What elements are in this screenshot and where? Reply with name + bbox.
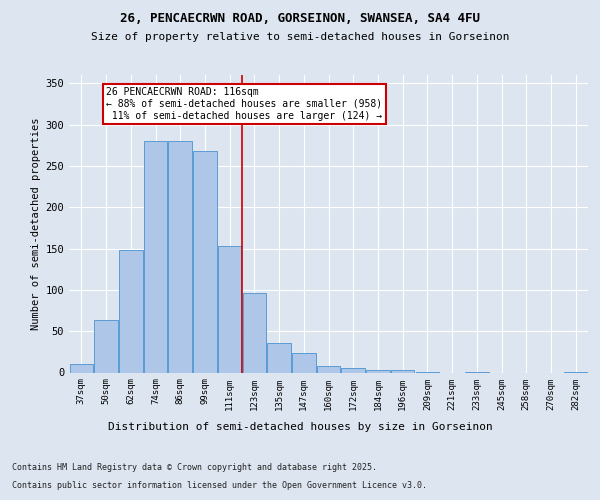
Text: Contains HM Land Registry data © Crown copyright and database right 2025.: Contains HM Land Registry data © Crown c… [12,462,377,471]
Text: Contains public sector information licensed under the Open Government Licence v3: Contains public sector information licen… [12,481,427,490]
Text: Distribution of semi-detached houses by size in Gorseinon: Distribution of semi-detached houses by … [107,422,493,432]
Bar [70,364,93,372]
Text: Size of property relative to semi-detached houses in Gorseinon: Size of property relative to semi-detach… [91,32,509,42]
Bar [292,354,316,372]
Bar [341,368,365,372]
Bar [193,151,217,372]
Bar [366,370,389,372]
Text: 26, PENCAECRWN ROAD, GORSEINON, SWANSEA, SA4 4FU: 26, PENCAECRWN ROAD, GORSEINON, SWANSEA,… [120,12,480,26]
Bar [268,343,291,372]
Bar [218,246,241,372]
Bar [391,370,415,372]
Bar [317,366,340,372]
Text: 26 PENCAECRWN ROAD: 116sqm
← 88% of semi-detached houses are smaller (958)
 11% : 26 PENCAECRWN ROAD: 116sqm ← 88% of semi… [106,88,382,120]
Bar [242,293,266,372]
Bar [94,320,118,372]
Bar [144,141,167,372]
Y-axis label: Number of semi-detached properties: Number of semi-detached properties [31,118,41,330]
Bar [169,141,192,372]
Bar [119,250,143,372]
